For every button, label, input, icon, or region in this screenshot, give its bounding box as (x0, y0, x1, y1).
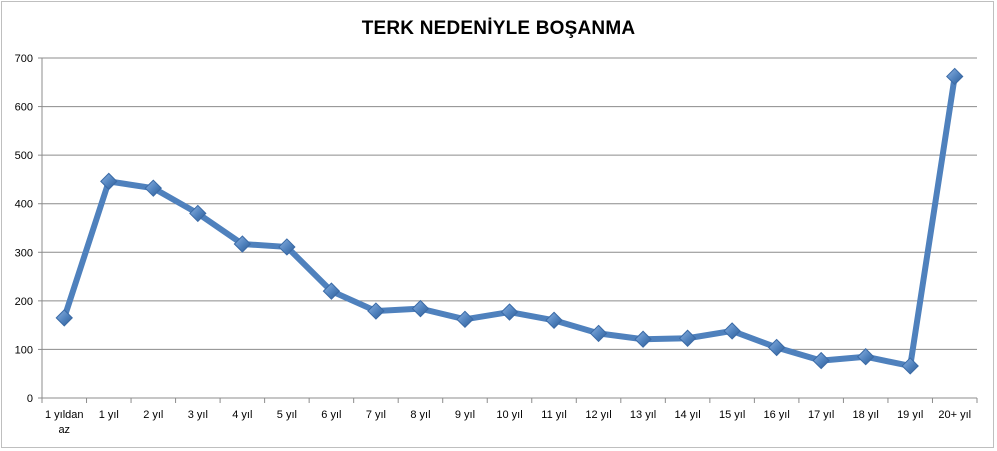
data-point (901, 357, 919, 375)
x-tick-label: 20+ yıl (938, 409, 971, 421)
x-tick-label: 14 yıl (674, 409, 700, 421)
data-point (634, 330, 652, 348)
x-tick-label: 1 yıldan az (45, 409, 84, 436)
data-point (278, 238, 296, 256)
x-tick-label: 12 yıl (585, 409, 611, 421)
y-tick-label: 400 (15, 199, 33, 211)
x-tick-label: 8 yıl (410, 409, 430, 421)
data-point (678, 329, 697, 347)
y-tick-label: 0 (27, 393, 33, 405)
series-markers (55, 67, 964, 375)
x-tick-label: 7 yıl (366, 409, 386, 421)
x-axis-labels: 1 yıldan az 1 yıl 2 yıl 3 yıl 4 yıl 5 yıl 6 yıl… (45, 409, 971, 436)
x-tick-label: 17 yıl (808, 409, 834, 421)
y-axis-labels: 0 100 200 300 400 500 600 700 (15, 53, 33, 405)
x-tick-label: 13 yıl (630, 409, 656, 421)
data-point (856, 348, 875, 366)
y-tick-label: 500 (15, 150, 33, 162)
x-tick-label: 4 yıl (232, 409, 252, 421)
x-tick-label: 9 yıl (455, 409, 475, 421)
y-tick-label: 100 (15, 344, 33, 356)
data-point (456, 310, 474, 329)
data-point (589, 324, 608, 343)
data-point (55, 309, 73, 327)
x-tick-label: 2 yıl (143, 409, 163, 421)
data-point (411, 299, 430, 318)
data-point (946, 67, 964, 86)
data-point (723, 322, 741, 340)
data-point (767, 338, 786, 357)
y-tick-label: 600 (15, 102, 33, 114)
data-point (545, 311, 563, 329)
data-point (812, 351, 830, 370)
axes (38, 57, 978, 403)
x-tick-label: 6 yıl (321, 409, 341, 421)
data-point (189, 204, 207, 223)
x-tick-label: 10 yıl (496, 409, 522, 421)
data-point (367, 302, 385, 320)
x-tick-label: 5 yıl (277, 409, 297, 421)
data-point (500, 303, 519, 321)
y-tick-label: 700 (15, 53, 33, 65)
chart-title: TERK NEDENİYLE BOŞANMA (361, 18, 636, 39)
x-tick-label: 16 yıl (763, 409, 789, 421)
data-point (144, 179, 163, 197)
data-point (322, 282, 341, 300)
data-point (100, 172, 118, 191)
y-tick-label: 200 (15, 296, 33, 308)
y-tick-label: 300 (15, 247, 33, 259)
x-tick-label: 19 yıl (897, 409, 923, 421)
x-tick-label: 18 yıl (853, 409, 879, 421)
x-tick-label: 1 yıl (99, 409, 119, 421)
x-tick-label: 15 yıl (719, 409, 745, 421)
gridlines (42, 57, 977, 350)
x-tick-label: 11 yıl (541, 409, 566, 421)
data-point (233, 235, 252, 253)
x-tick-label: 3 yıl (188, 409, 208, 421)
